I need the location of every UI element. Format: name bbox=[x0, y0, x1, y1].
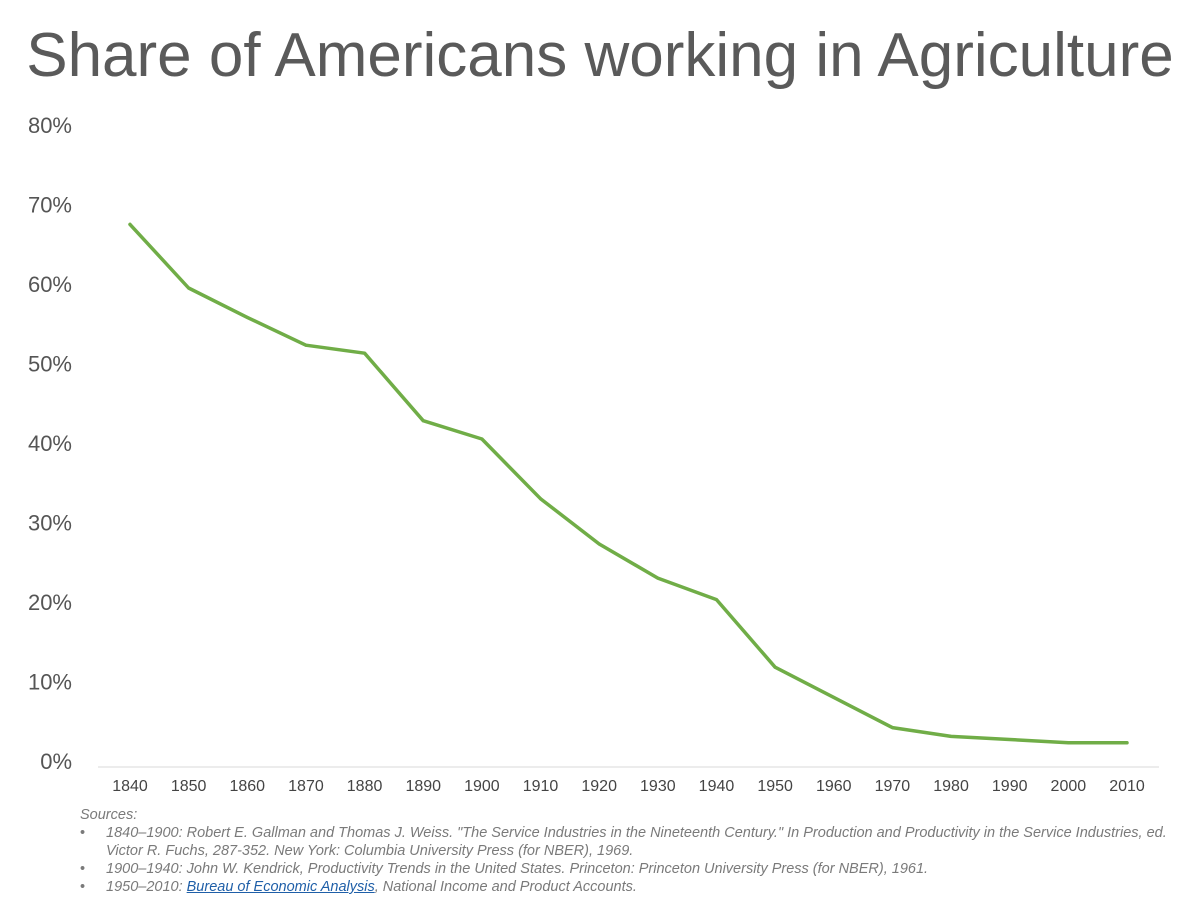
x-tick-label: 1980 bbox=[933, 778, 969, 795]
series-line bbox=[128, 222, 1129, 745]
x-tick-label: 1870 bbox=[288, 778, 324, 795]
source-item: 1900–1940: John W. Kendrick, Productivit… bbox=[80, 860, 1190, 878]
data-point bbox=[128, 222, 132, 226]
source-item: 1840–1900: Robert E. Gallman and Thomas … bbox=[80, 824, 1190, 860]
data-point bbox=[1066, 741, 1070, 745]
x-tick-label: 1950 bbox=[757, 778, 793, 795]
y-tick-label: 0% bbox=[40, 749, 72, 774]
x-tick-label: 1890 bbox=[405, 778, 441, 795]
data-point bbox=[714, 598, 718, 602]
x-tick-label: 1940 bbox=[699, 778, 735, 795]
source-text: 1900–1940: John W. Kendrick, Productivit… bbox=[106, 861, 929, 877]
line-chart: 0%10%20%30%40%50%60%70%80% 1840 1850 1860 1… bbox=[28, 113, 1159, 795]
x-tick-label: 1900 bbox=[464, 778, 500, 795]
series-layer bbox=[128, 222, 1129, 745]
x-tick-label: 1970 bbox=[875, 778, 911, 795]
source-suffix: , National Income and Product Accounts. bbox=[374, 879, 637, 895]
data-point bbox=[421, 419, 425, 423]
y-tick-label: 20% bbox=[28, 590, 72, 615]
y-tick-label: 70% bbox=[28, 193, 72, 218]
x-tick-label: 1860 bbox=[229, 778, 265, 795]
data-point bbox=[1125, 741, 1129, 745]
y-tick-label: 60% bbox=[28, 272, 72, 297]
x-tick-label: 1960 bbox=[816, 778, 852, 795]
data-point bbox=[832, 695, 836, 699]
x-tick-label: 1850 bbox=[171, 778, 207, 795]
source-text: 1840–1900: Robert E. Gallman and Thomas … bbox=[106, 825, 1167, 859]
y-tick-label: 40% bbox=[28, 431, 72, 456]
data-point bbox=[245, 315, 249, 319]
sources-list: 1840–1900: Robert E. Gallman and Thomas … bbox=[80, 824, 1190, 896]
data-point bbox=[480, 437, 484, 441]
x-tick-label: 1920 bbox=[581, 778, 617, 795]
data-point bbox=[890, 726, 894, 730]
data-point bbox=[656, 576, 660, 580]
x-tick-label: 2000 bbox=[1051, 778, 1087, 795]
data-point bbox=[187, 286, 191, 290]
data-point bbox=[304, 343, 308, 347]
chart-title: Share of Americans working in Agricultur… bbox=[26, 21, 1174, 90]
data-point bbox=[363, 351, 367, 355]
y-tick-label: 10% bbox=[28, 670, 72, 695]
x-tick-label: 1840 bbox=[112, 778, 148, 795]
x-tick-label: 1880 bbox=[347, 778, 383, 795]
data-point bbox=[539, 497, 543, 501]
y-tick-label: 50% bbox=[28, 352, 72, 377]
source-prefix: 1950–2010: bbox=[106, 879, 187, 895]
sources-heading: Sources: bbox=[80, 807, 138, 823]
data-point bbox=[773, 665, 777, 669]
x-axis: 1840 1850 1860 1870 1880 1890 1900 1910 1920 1930… bbox=[98, 766, 1159, 795]
x-tick-label: 1990 bbox=[992, 778, 1028, 795]
y-axis: 0% 10% 20% 30% 40% 50% 60% 70% 80% bbox=[28, 113, 72, 774]
data-point bbox=[1008, 738, 1012, 742]
x-tick-label: 1930 bbox=[640, 778, 676, 795]
y-tick-label: 30% bbox=[28, 511, 72, 536]
x-tick-label: 2010 bbox=[1109, 778, 1145, 795]
bea-link[interactable]: Bureau of Economic Analysis bbox=[186, 879, 375, 895]
x-tick-label: 1910 bbox=[523, 778, 559, 795]
y-tick-label: 80% bbox=[28, 113, 72, 138]
data-point bbox=[597, 542, 601, 546]
source-item: 1950–2010: Bureau of Economic Analysis, … bbox=[80, 878, 1190, 896]
data-point bbox=[949, 734, 953, 738]
sources-note: Sources: 1840–1900: Robert E. Gallman an… bbox=[80, 806, 1190, 896]
